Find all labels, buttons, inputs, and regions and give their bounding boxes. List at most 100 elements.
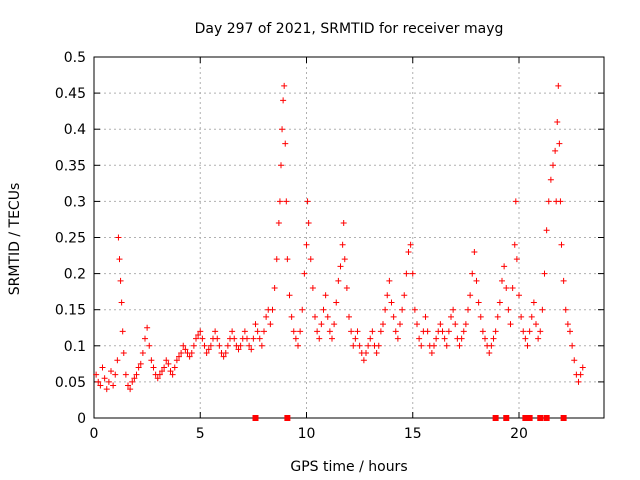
data-point (352, 335, 359, 342)
data-point (244, 335, 250, 342)
data-point (397, 321, 403, 328)
zero-marker (492, 415, 499, 421)
data-point (150, 364, 157, 371)
data-point (505, 306, 512, 313)
data-point (292, 335, 299, 342)
data-point (511, 241, 518, 248)
data-point (122, 371, 129, 378)
data-point (439, 328, 446, 335)
data-point (392, 328, 399, 335)
data-point (271, 285, 278, 292)
data-point (465, 306, 471, 313)
data-point (558, 241, 565, 248)
data-point (139, 350, 146, 357)
x-tick-label: 20 (510, 426, 528, 442)
data-point (428, 350, 435, 357)
data-point (117, 277, 124, 284)
data-point (99, 364, 106, 371)
data-point (369, 328, 376, 335)
y-tick-label: 0.5 (64, 50, 86, 66)
data-point (555, 82, 562, 89)
data-point (401, 292, 408, 299)
data-point (547, 176, 554, 183)
data-point (316, 335, 323, 342)
data-point (467, 292, 474, 299)
data-point (367, 335, 374, 342)
data-point (120, 350, 127, 357)
data-point (360, 357, 367, 364)
data-point (205, 346, 212, 353)
data-point (386, 277, 393, 284)
data-point (409, 270, 416, 277)
data-point (326, 328, 333, 335)
data-point (312, 313, 318, 320)
data-point (462, 321, 469, 328)
data-point (220, 353, 227, 360)
data-point (350, 342, 357, 349)
data-point (522, 335, 529, 342)
data-point (165, 360, 172, 367)
data-point (416, 335, 423, 342)
data-point (197, 328, 204, 335)
data-point (528, 313, 535, 320)
data-point (279, 126, 286, 133)
zero-marker (526, 415, 533, 421)
data-point (422, 313, 429, 320)
data-point (541, 270, 548, 277)
data-point (309, 285, 316, 292)
data-point (477, 313, 484, 320)
data-point (115, 234, 122, 241)
data-point (445, 328, 452, 335)
data-point (340, 220, 347, 227)
data-point (356, 342, 363, 349)
data-point (448, 313, 454, 320)
zero-marker (503, 415, 510, 421)
data-point (494, 313, 501, 320)
data-point (562, 306, 569, 313)
data-point (193, 335, 199, 342)
data-point (216, 342, 223, 349)
data-point (550, 162, 556, 169)
data-point (348, 328, 355, 335)
data-point (579, 364, 586, 371)
data-point (403, 270, 410, 277)
y-tick-label: 0.2 (64, 267, 86, 283)
data-point (297, 328, 304, 335)
data-point (258, 342, 265, 349)
data-point (320, 306, 327, 313)
data-point (95, 378, 102, 385)
data-point (286, 292, 293, 299)
data-point (394, 335, 401, 342)
data-point (365, 342, 372, 349)
data-point (513, 256, 520, 263)
data-point (405, 248, 412, 255)
data-point (543, 227, 550, 234)
data-point (267, 321, 274, 328)
data-point (163, 357, 170, 364)
data-point (437, 321, 444, 328)
grid (94, 57, 604, 418)
data-point (173, 357, 180, 364)
data-point (273, 256, 280, 263)
data-point (114, 357, 121, 364)
data-point (524, 342, 531, 349)
data-point (499, 277, 505, 284)
data-point (331, 321, 338, 328)
data-point (443, 342, 450, 349)
data-point (564, 321, 571, 328)
data-point (471, 248, 478, 255)
data-point (127, 386, 134, 393)
zero-marker (543, 415, 550, 421)
data-point (571, 357, 578, 364)
data-point (133, 371, 140, 378)
data-point (212, 328, 219, 335)
data-point (458, 335, 465, 342)
data-point (190, 342, 197, 349)
data-point (186, 353, 193, 360)
data-point (433, 335, 440, 342)
y-tick-label: 0 (77, 411, 86, 427)
data-point (144, 324, 151, 331)
data-point (108, 368, 114, 375)
data-point (424, 328, 431, 335)
